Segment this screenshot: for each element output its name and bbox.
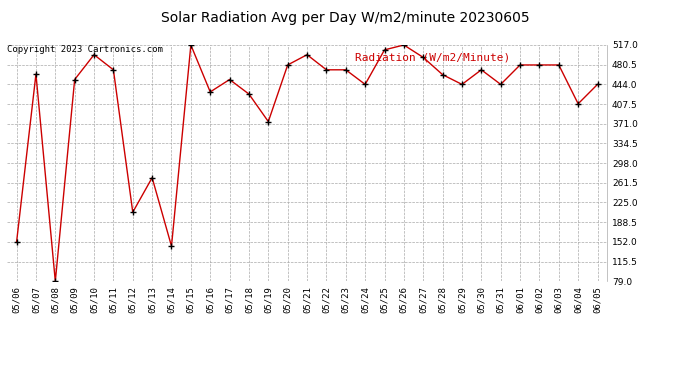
Text: Radiation (W/m2/Minute): Radiation (W/m2/Minute) <box>355 52 511 62</box>
Text: Copyright 2023 Cartronics.com: Copyright 2023 Cartronics.com <box>7 45 163 54</box>
Text: Solar Radiation Avg per Day W/m2/minute 20230605: Solar Radiation Avg per Day W/m2/minute … <box>161 11 529 25</box>
